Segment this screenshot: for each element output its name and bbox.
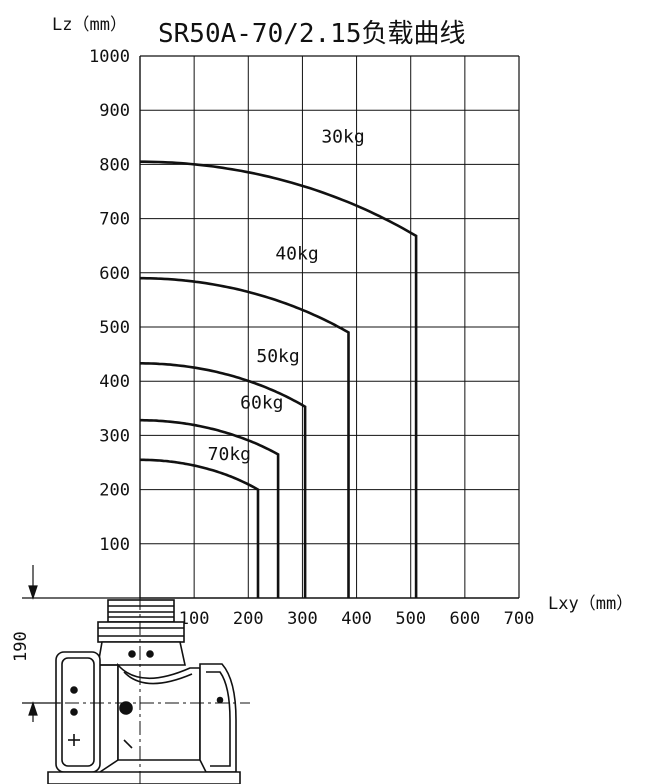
chart-title: SR50A-70/2.15负载曲线 [158,19,466,49]
x-tick-label-600: 600 [449,609,480,629]
y-tick-label-900: 900 [99,101,130,121]
x-axis-label: Lxy（mm） [548,594,633,614]
y-tick-labels: 100 200 300 400 500 600 700 800 900 1000 [89,47,130,555]
curve-label-60kg: 60kg [240,392,283,413]
y-tick-label-100: 100 [99,535,130,555]
x-tick-label-700: 700 [504,609,535,629]
dimension-value-190: 190 [11,631,31,662]
curve-label-50kg: 50kg [256,346,299,367]
curve-label-30kg: 30kg [321,127,364,148]
curve-label-70kg: 70kg [208,444,251,465]
load-curve-70kg [140,458,260,598]
load-curve-60kg [140,418,280,598]
x-tick-label-200: 200 [233,609,264,629]
y-tick-label-1000: 1000 [89,47,130,67]
y-tick-label-300: 300 [99,426,130,446]
y-tick-label-400: 400 [99,372,130,392]
load-curve-30kg [140,160,418,598]
y-tick-label-500: 500 [99,318,130,338]
x-tick-label-100: 100 [179,609,210,629]
y-tick-label-600: 600 [99,264,130,284]
load-curve-40kg [140,276,350,598]
load-curve-50kg [140,362,307,598]
load-curves [140,160,418,598]
x-tick-label-300: 300 [287,609,318,629]
curve-labels: 30kg 40kg 50kg 60kg 70kg [208,127,365,465]
robot-base-illustration [40,596,250,784]
x-tick-labels: 100 200 300 400 500 600 700 [179,609,535,629]
height-dimension [22,565,140,722]
x-tick-label-500: 500 [395,609,426,629]
curve-label-40kg: 40kg [275,243,318,264]
y-axis-label: Lz（mm） [52,15,127,35]
y-tick-label-800: 800 [99,155,130,175]
y-tick-label-200: 200 [99,481,130,501]
y-tick-label-700: 700 [99,210,130,230]
x-tick-label-400: 400 [341,609,372,629]
